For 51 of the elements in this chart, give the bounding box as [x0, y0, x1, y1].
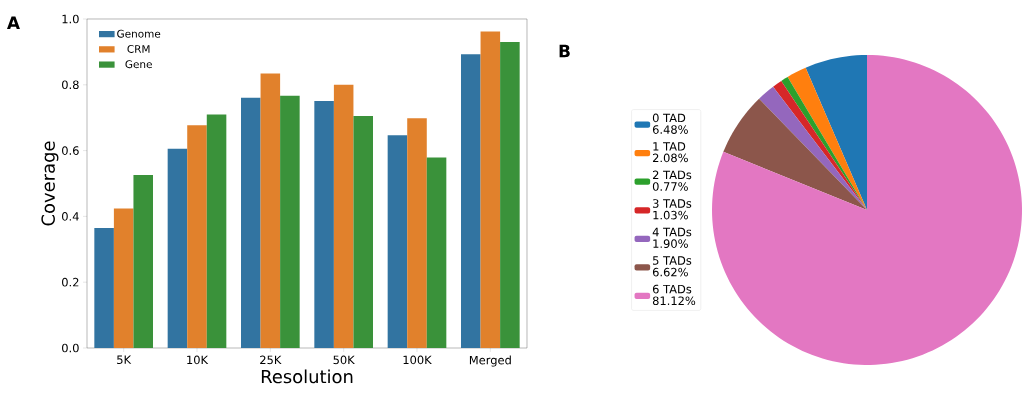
bar	[187, 125, 207, 348]
chart-title: B	[559, 44, 570, 58]
bar	[113, 208, 134, 348]
bar	[333, 84, 354, 348]
x-tick-label: 100K	[403, 355, 432, 365]
chart-title: A	[7, 16, 20, 29]
bar	[353, 116, 373, 348]
bar	[461, 54, 481, 348]
bar	[500, 42, 520, 348]
data-label: 1.03%	[653, 210, 688, 220]
legend-label: 4 TADs	[652, 227, 692, 237]
data-label: 1.90%	[653, 239, 688, 248]
legend-label: Gene	[125, 60, 152, 69]
legend-label: 6 TADs	[652, 284, 692, 294]
x-tick-label: 10K	[187, 355, 209, 365]
legend-label: CRM	[127, 45, 150, 53]
data-label: 0.77%	[652, 182, 688, 191]
y-axis-title: Coverage	[41, 141, 59, 226]
data-label: 81.12%	[652, 296, 696, 306]
bar	[407, 118, 427, 348]
bar	[314, 100, 334, 348]
data-label: 6.62%	[652, 267, 688, 277]
bar	[206, 114, 227, 348]
y-tick-label: 0.6	[62, 146, 79, 155]
x-tick-label: Merged	[469, 355, 511, 367]
x-axis-title: Resolution	[261, 369, 353, 384]
y-tick-label: 0.0	[62, 343, 79, 353]
bar	[167, 148, 188, 348]
bar	[480, 31, 501, 348]
bar	[241, 97, 261, 348]
bar	[133, 174, 153, 348]
y-tick-label: 0.2	[62, 277, 79, 287]
y-tick-label: 0.4	[62, 212, 79, 221]
bar	[94, 227, 114, 348]
legend-label: 0 TAD	[652, 113, 686, 123]
legend-label: 1 TAD	[653, 142, 686, 151]
bar	[260, 73, 281, 348]
bar	[387, 135, 408, 348]
legend-label: 2 TADs	[652, 170, 692, 180]
bar	[426, 157, 447, 348]
y-tick-label: 0.8	[62, 80, 79, 90]
legend-label: 5 TADs	[653, 256, 692, 265]
x-tick-label: 25K	[260, 355, 282, 365]
data-label: 6.48%	[652, 125, 688, 134]
x-tick-label: 5K	[117, 355, 132, 365]
legend-label: 3 TADs	[653, 199, 692, 208]
y-tick-label: 1.0	[62, 14, 79, 24]
bar	[280, 95, 300, 348]
x-tick-label: 50K	[333, 355, 355, 365]
data-label: 2.08%	[652, 153, 688, 163]
legend-label: Genome	[117, 29, 161, 38]
